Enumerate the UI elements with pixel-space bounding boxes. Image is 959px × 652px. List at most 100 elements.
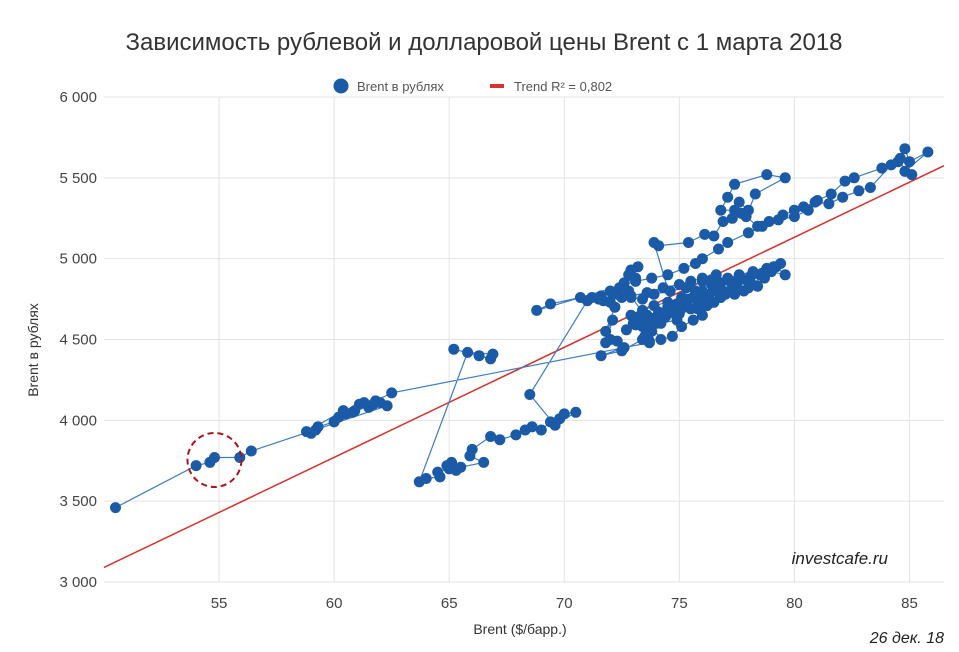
data-point [733,269,745,281]
data-point [922,146,934,158]
data-point [204,456,216,468]
data-point [775,258,787,269]
data-point [478,456,490,468]
legend-marker-trend [490,84,504,88]
y-tick-label: 5 000 [59,251,97,268]
data-point [662,296,674,308]
data-point [906,169,918,181]
chart-title: Зависимость рублевой и долларовой цены B… [125,29,842,56]
data-point [524,389,536,400]
data-point [358,397,370,409]
data-point [690,258,701,269]
data-point [666,330,678,342]
data-point [738,285,750,297]
data-point [729,178,741,190]
data-point [648,317,660,329]
data-point [614,282,625,294]
data-point [245,445,257,457]
data-point [823,198,835,210]
data-point [740,211,752,223]
data-point [625,290,637,302]
data-point [899,143,911,155]
data-point [710,269,722,281]
data-point [510,429,522,441]
data-point [655,334,667,345]
data-point [494,434,506,446]
data-point [641,287,653,299]
data-point [630,275,642,287]
data-point [772,214,784,226]
data-point [717,216,729,227]
data-point [713,243,724,255]
data-point [432,466,444,478]
x-tick-label: 55 [211,595,228,612]
data-point [462,346,474,358]
data-point [719,288,731,300]
data-point [715,204,727,216]
data-point [609,301,621,313]
y-tick-label: 5 500 [59,170,97,187]
legend-label-trend: Trend R² = 0,802 [514,79,612,94]
legend-label-series: Brent в рублях [357,79,444,94]
data-point [848,172,860,184]
data-point [811,195,823,206]
data-point [420,473,432,484]
data-point [549,419,561,431]
data-point [837,191,849,203]
data-point [761,262,773,274]
data-point [779,172,791,184]
data-point [699,228,711,240]
data-point [625,309,637,321]
data-point [386,387,398,399]
data-point [446,456,457,468]
data-point [600,325,612,337]
data-point [722,272,734,284]
data-point [761,169,773,181]
data-point [110,502,121,514]
y-axis-ticks: 3 000 3 500 4 000 4 500 5 000 5 500 6 000 [59,89,97,591]
data-point [676,321,688,333]
data-point [749,188,761,200]
data-point [722,237,734,248]
data-point [708,230,720,242]
data-point [643,337,655,349]
y-tick-label: 3 000 [59,574,97,591]
data-point [864,182,876,193]
data-point [586,292,598,303]
data-point [301,426,312,438]
data-point [310,424,322,436]
data-point [752,280,764,292]
data-point [485,431,497,442]
data-point [742,227,754,239]
data-point [570,406,582,418]
data-point [876,162,888,174]
data-point [328,416,340,428]
data-point [607,314,619,326]
data-point [729,288,741,300]
y-tick-label: 6 000 [59,89,97,106]
data-point [660,311,671,323]
data-point [825,188,837,200]
data-point [466,443,478,455]
legend: Brent в рублях Trend R² = 0,802 [333,78,612,94]
data-point [676,292,688,303]
data-point [545,298,556,310]
data-point [729,204,741,216]
data-point [190,460,202,472]
data-point [722,191,734,203]
data-point [347,406,358,418]
data-point [595,350,607,362]
data-point [653,240,665,252]
data-point [620,324,632,336]
y-tick-label: 3 500 [59,493,97,510]
data-point [685,275,697,287]
data-point [455,461,467,473]
x-axis-label: Brent ($/барр.) [473,621,566,637]
highlight-circle [186,431,243,488]
data-point [558,408,570,420]
data-point [747,266,759,278]
data-point [892,156,904,168]
data-point [779,269,791,281]
